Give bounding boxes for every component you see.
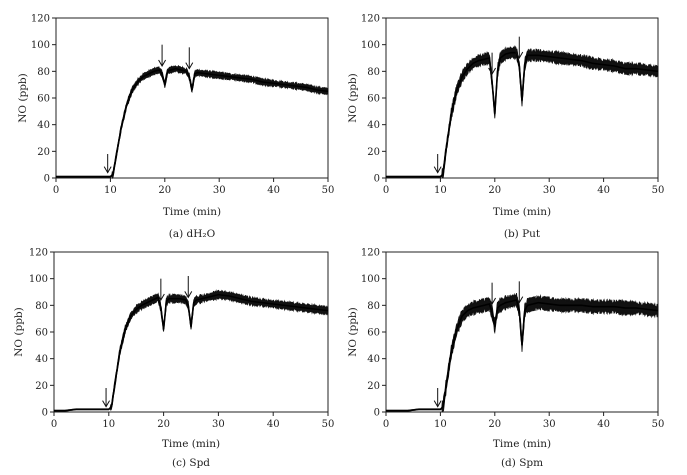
panel-b-ytick-label: 40 <box>367 120 380 131</box>
panel-a-marks: 0 20 40 60 80 100 120 0 10 20 30 40 50 <box>31 14 334 197</box>
panel-a-ytick-label: 0 <box>44 174 50 185</box>
panel-d-xtick-label: 20 <box>488 419 501 430</box>
panel-d-ytick-label: 60 <box>367 328 380 339</box>
panel-d-xtick-label: 30 <box>543 419 556 430</box>
panel-d-ylabel: NO (ppb) <box>347 307 359 357</box>
panel-c-caption: (c) Spd <box>172 457 210 469</box>
panel-c-marks: 0 20 40 60 80 100 120 0 10 20 30 40 50 <box>29 248 334 431</box>
panel-c-xtick-label: 50 <box>322 419 335 430</box>
panel-c-ylabel: NO (ppb) <box>13 307 25 357</box>
panel-d-ytick-label: 20 <box>367 381 380 392</box>
panel-b-ytick-label: 120 <box>361 14 380 25</box>
panel-c-xtick-label: 10 <box>102 419 115 430</box>
panel-b-ylabel: NO (ppb) <box>347 73 359 123</box>
panel-b-ytick-label: 20 <box>367 147 380 158</box>
panel-d-series-band <box>385 292 659 413</box>
panel-d-arrow-head <box>488 297 497 305</box>
panel-c-ytick-label: 100 <box>29 274 48 285</box>
panel-d-xtick-label: 40 <box>597 419 610 430</box>
panel-a-xlabel: Time (min) <box>163 206 221 218</box>
panel-c-xtick-label: 40 <box>267 419 280 430</box>
panel-a-ylabel: NO (ppb) <box>17 73 29 123</box>
panel-c-ytick-label: 60 <box>35 328 48 339</box>
panel-a: 0 20 40 60 80 100 120 0 10 20 30 40 50 NO (ppb) Time… <box>17 14 334 241</box>
panel-b-ytick-label: 0 <box>374 174 380 185</box>
panel-b-ytick-label: 100 <box>361 40 380 51</box>
panel-a-ytick-label: 80 <box>37 67 50 78</box>
panel-c-arrow-head <box>184 291 193 299</box>
panel-b-xtick-label: 0 <box>383 185 389 196</box>
panel-b-xtick-label: 10 <box>434 185 447 196</box>
panel-a-arrow-head <box>185 62 194 70</box>
panel-c-series-line <box>54 293 329 412</box>
panel-d-ytick-label: 100 <box>361 274 380 285</box>
panel-b-xtick-label: 20 <box>488 185 501 196</box>
panel-a-ytick-label: 120 <box>31 14 50 25</box>
panel-d-xlabel: Time (min) <box>493 438 551 450</box>
panel-d-xtick-label: 0 <box>383 419 389 430</box>
panel-b-ytick-label: 80 <box>367 67 380 78</box>
panel-d: 0 20 40 60 80 100 120 0 10 20 30 40 50 NO (ppb) Time… <box>347 248 664 470</box>
panel-b: 0 20 40 60 80 100 120 0 10 20 30 40 50 NO (ppb) Time… <box>347 14 664 241</box>
panel-a-xtick-label: 30 <box>213 185 226 196</box>
panel-c-xlabel: Time (min) <box>162 438 220 450</box>
panel-a-caption: (a) dH₂O <box>169 228 216 240</box>
panel-a-xtick-label: 0 <box>53 185 59 196</box>
panel-b-xtick-label: 50 <box>652 185 665 196</box>
panel-b-ytick-label: 60 <box>367 94 380 105</box>
panel-a-arrow-head <box>103 166 112 174</box>
panel-c-arrow-head <box>156 293 165 301</box>
panel-b-caption: (b) Put <box>504 228 541 240</box>
panel-b-xtick-label: 40 <box>597 185 610 196</box>
panel-d-xtick-label: 10 <box>434 419 447 430</box>
panel-b-xlabel: Time (min) <box>493 206 551 218</box>
panel-a-series-line <box>56 67 329 178</box>
panel-c-ytick-label: 80 <box>35 301 48 312</box>
panel-d-ytick-label: 120 <box>361 248 380 259</box>
panel-b-arrow-head <box>488 67 497 75</box>
panel-b-series-line <box>386 51 659 178</box>
panel-d-xtick-label: 50 <box>652 419 665 430</box>
panel-a-xtick-label: 40 <box>267 185 280 196</box>
panel-b-xtick-label: 30 <box>543 185 556 196</box>
panel-d-marks: 0 20 40 60 80 100 120 0 10 20 30 40 50 <box>361 248 664 431</box>
panel-c-ytick-label: 40 <box>35 354 48 365</box>
panel-d-ytick-label: 80 <box>367 301 380 312</box>
panel-b-arrow-head <box>515 51 524 59</box>
panel-c-ytick-label: 0 <box>42 408 48 419</box>
panel-a-ytick-label: 100 <box>31 40 50 51</box>
panel-d-caption: (d) Spm <box>501 457 543 469</box>
panel-b-arrow-head <box>433 166 442 174</box>
panel-d-series-line <box>386 299 659 412</box>
panel-a-xtick-label: 10 <box>104 185 117 196</box>
panel-a-xtick-label: 50 <box>322 185 335 196</box>
panel-c-arrow-head <box>102 400 110 408</box>
panel-c-series-band <box>53 289 329 412</box>
panel-d-arrow-head <box>515 296 524 304</box>
panel-b-series-band <box>385 45 659 179</box>
panel-d-arrow-head <box>433 400 442 408</box>
panel-a-xtick-label: 20 <box>158 185 171 196</box>
panel-c-xtick-label: 0 <box>51 419 57 430</box>
panel-c-ytick-label: 20 <box>35 381 48 392</box>
panel-d-ytick-label: 0 <box>374 408 380 419</box>
panel-a-ytick-label: 20 <box>37 147 50 158</box>
panel-a-arrow-head <box>158 59 167 67</box>
panel-c-xtick-label: 20 <box>157 419 170 430</box>
panel-a-ytick-label: 60 <box>37 94 50 105</box>
panel-c-ytick-label: 120 <box>29 248 48 259</box>
panel-c: 0 20 40 60 80 100 120 0 10 20 30 40 50 NO (ppb) Time… <box>13 248 334 470</box>
panel-a-ytick-label: 40 <box>37 120 50 131</box>
panel-c-xtick-label: 30 <box>212 419 225 430</box>
panel-d-ytick-label: 40 <box>367 354 380 365</box>
panel-b-marks: 0 20 40 60 80 100 120 0 10 20 30 40 50 <box>361 14 664 197</box>
